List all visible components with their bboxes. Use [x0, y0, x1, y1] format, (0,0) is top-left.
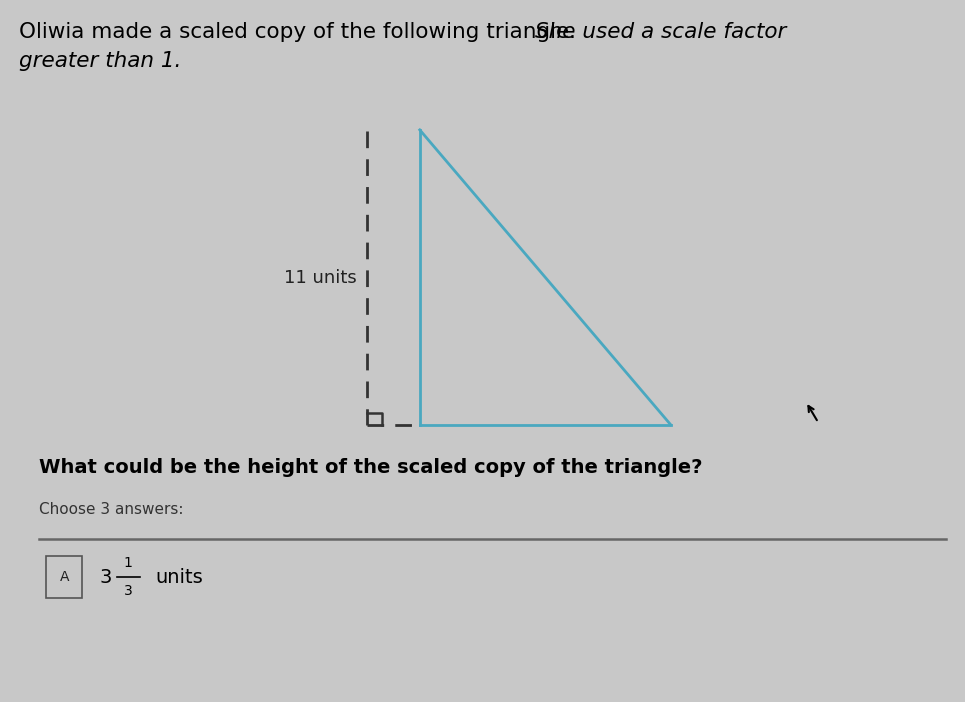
Text: Oliwia made a scaled copy of the following triangle.: Oliwia made a scaled copy of the followi… [19, 22, 583, 42]
Text: greater than 1.: greater than 1. [19, 51, 181, 70]
Text: What could be the height of the scaled copy of the triangle?: What could be the height of the scaled c… [39, 458, 703, 477]
Text: 3: 3 [124, 584, 133, 598]
Text: Choose 3 answers:: Choose 3 answers: [39, 502, 183, 517]
Text: 3: 3 [99, 567, 112, 587]
Text: units: units [155, 567, 203, 587]
FancyBboxPatch shape [46, 556, 82, 598]
Text: 11 units: 11 units [285, 269, 357, 287]
Text: A: A [60, 570, 69, 584]
Text: 1: 1 [124, 556, 133, 570]
Text: She used a scale factor: She used a scale factor [535, 22, 786, 42]
